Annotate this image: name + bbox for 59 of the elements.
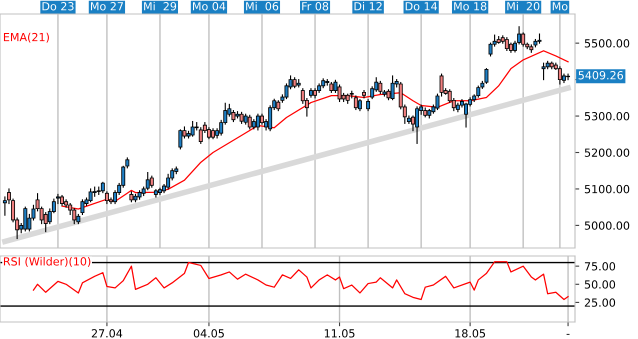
candlestick [96,186,101,195]
candlestick [60,194,64,206]
x-tick-label: Fr 08 [302,2,328,10]
y-tick-label: 75.00 [584,262,616,271]
x-tick-label: 04.05 [194,329,224,338]
candlestick [256,114,260,130]
line-series [61,50,569,210]
candlestick [72,208,76,224]
candlestick [292,77,297,88]
candlestick [80,199,84,216]
y-tick-label: 5200.00 [584,148,630,157]
x-tick-label: Mi 29 [144,2,176,10]
y-tick-label: 25.00 [584,298,616,307]
x-tick-label: Mi 20 [507,2,540,10]
candlestick [178,129,182,150]
candlestick [504,37,509,52]
candlestick [190,120,195,137]
x-tick-label: 27.04 [92,329,122,338]
x-tick-label: Do 23 [42,2,74,10]
y-tick-label: 5500.00 [584,39,630,48]
x-tick-label: Do 14 [406,2,438,10]
y-tick-label: 5000.00 [584,221,630,230]
candlestick [542,62,546,80]
candlestick [23,206,28,232]
candlestick [558,66,562,85]
candlestick [538,33,542,44]
x-tick-label: Mo 04 [193,2,226,10]
candlestick [358,99,362,112]
text: 5409.26 [578,71,624,80]
candlestick [150,176,154,188]
x-tick-label: Mo 27 [90,2,123,10]
x-tick-label: 18.05 [455,329,486,338]
candlestick [88,188,93,202]
x-tick-label: - [566,334,570,335]
y-tick-label: 5300.00 [584,112,630,120]
y-tick-label: 50.00 [584,280,616,289]
candlestick [100,182,105,194]
candlestick [378,80,382,94]
candlestick [415,106,420,144]
y-tick-label: 5100.00 [584,184,630,194]
x-tick-label: 11.05 [324,329,354,338]
candlestick [104,191,109,204]
candlestick [390,75,395,100]
candlestick [248,114,252,130]
x-tick-label: Mi 06 [246,2,278,10]
candlestick [346,94,350,104]
candlestick [211,128,215,140]
x-tick-label: Di 12 [354,2,382,10]
x-tick-label: Mo [552,2,568,10]
candlestick [240,112,244,124]
candlestick [129,191,134,202]
text: EMA(21) [4,32,49,43]
x-tick-label: Mo 18 [454,2,486,10]
candlestick [329,82,334,93]
chart-title: RSI (Wilder)(10) [4,256,90,267]
candlestick [476,86,480,98]
candlestick [296,79,301,88]
candlestick [366,99,370,112]
candlestick [252,119,256,130]
